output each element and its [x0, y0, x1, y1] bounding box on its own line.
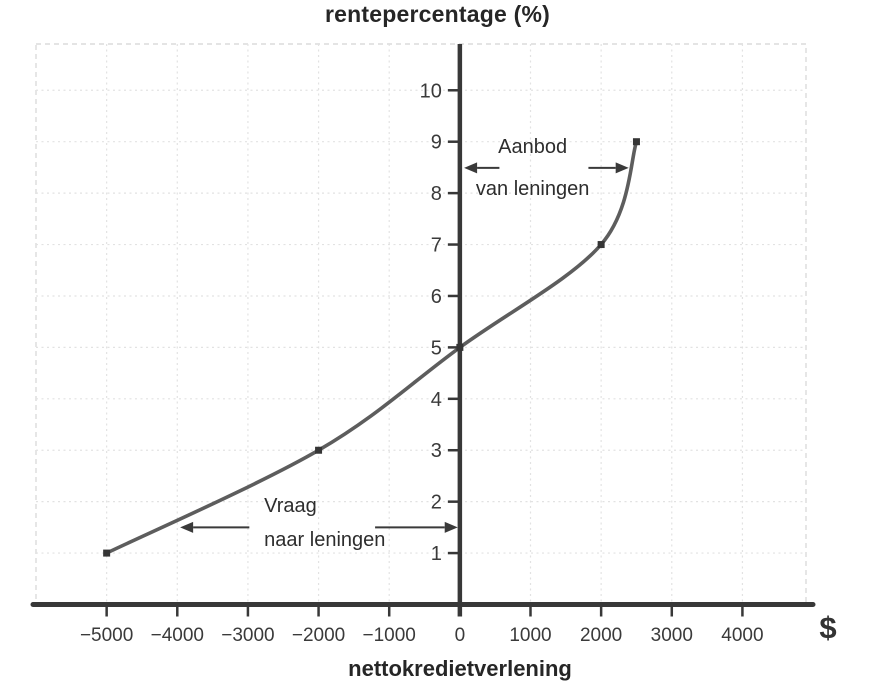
data-point-marker	[597, 241, 605, 249]
data-point-marker	[632, 138, 640, 146]
y-axis-tick-label: 1	[431, 543, 442, 565]
data-point-marker	[103, 549, 111, 557]
y-axis-tick-label: 3	[431, 440, 442, 462]
annotation-arrow-head	[180, 521, 194, 533]
y-axis-tick-label: 8	[431, 183, 442, 205]
annotation-arrow-head	[615, 162, 629, 174]
x-axis-unit-label: $	[819, 610, 837, 645]
x-axis-title: nettokredietverlening	[348, 656, 572, 681]
y-axis-tick-label: 5	[431, 337, 442, 359]
series-curve	[104, 139, 639, 555]
y-axis-tick-label: 7	[431, 235, 442, 257]
plot-border	[35, 43, 807, 606]
x-axis-tick-label: 3000	[651, 625, 693, 646]
annotation-line: Vraag	[264, 495, 317, 518]
annotation-supply-of-loans: Aanbod van leningen	[476, 126, 589, 210]
y-axis-tick-label: 2	[431, 492, 442, 514]
annotation-line: naar leningen	[264, 529, 386, 552]
x-axis-tick-label: −4000	[151, 625, 204, 646]
x-axis-tick-label: 1000	[509, 625, 551, 646]
chart-title: rentepercentage (%)	[325, 1, 550, 27]
y-axis-tick-label: 9	[431, 132, 442, 154]
data-point-marker	[315, 446, 323, 454]
x-axis-tick-label: 0	[455, 625, 466, 646]
y-axis-tick-label: 10	[420, 80, 442, 102]
data-point-marker	[456, 343, 464, 351]
y-axis-tick-label: 4	[431, 389, 442, 411]
annotation-arrow-head	[464, 162, 478, 174]
x-axis-tick-label: 4000	[721, 625, 763, 646]
annotation-arrow-head	[444, 521, 458, 533]
x-axis-tick-label: 2000	[580, 625, 622, 646]
x-axis-tick-label: −1000	[363, 625, 416, 646]
x-axis-tick-label: −3000	[221, 625, 274, 646]
annotation-line: van leningen	[475, 177, 590, 200]
x-axis-tick-label: −5000	[80, 625, 133, 646]
annotation-line: Aanbod	[498, 135, 568, 158]
x-axis-tick-label: −2000	[292, 625, 345, 646]
y-axis-tick-label: 6	[431, 286, 442, 308]
annotation-demand-for-loans: Vraag naar leningen	[264, 489, 385, 557]
